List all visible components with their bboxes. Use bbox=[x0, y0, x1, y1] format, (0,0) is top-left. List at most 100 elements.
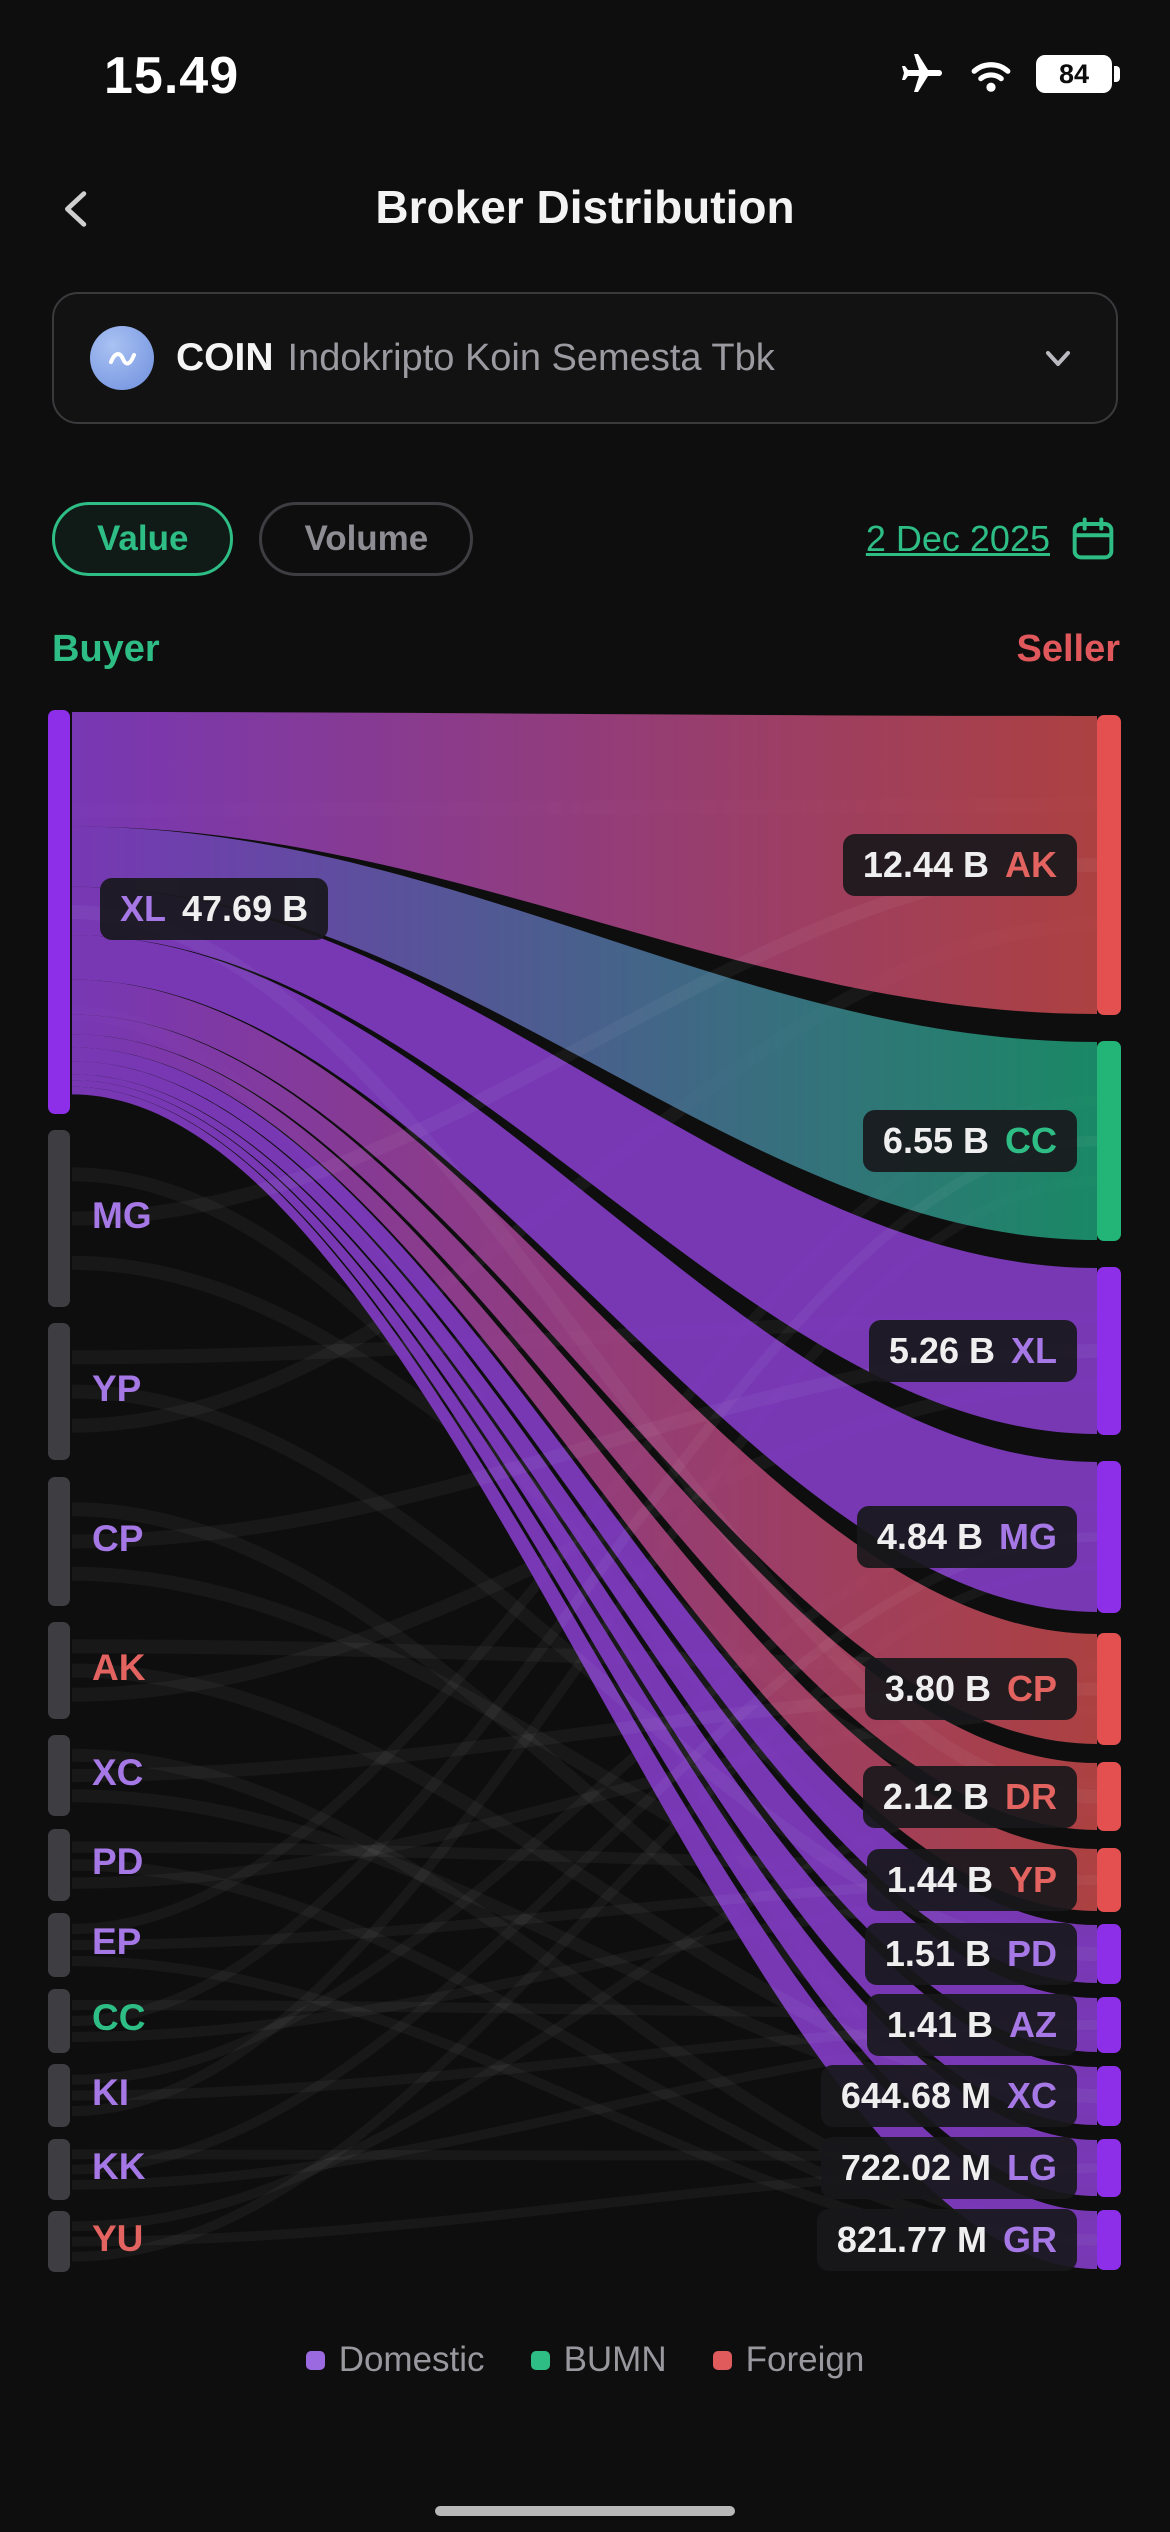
buyer-label-cc: CC bbox=[92, 1997, 146, 2038]
buyer-label-ki: KI bbox=[92, 2071, 129, 2113]
buyer-column-label: Buyer bbox=[52, 628, 160, 670]
seller-node-ak[interactable] bbox=[1097, 715, 1121, 1015]
seller-chip-lg[interactable]: 722.02 M LG bbox=[820, 2137, 1077, 2199]
seller-code: GR bbox=[1003, 2219, 1057, 2260]
seller-value: 1.41 B bbox=[886, 2004, 993, 2045]
clock: 15.49 bbox=[104, 47, 240, 105]
buyer-node-xc[interactable] bbox=[48, 1735, 70, 1816]
seller-chip-xc[interactable]: 644.68 M XC bbox=[820, 2065, 1077, 2127]
seller-node-pd[interactable] bbox=[1097, 1924, 1121, 1984]
seller-node-lg[interactable] bbox=[1097, 2139, 1121, 2197]
seller-chip-ak[interactable]: 12.44 B AK bbox=[842, 834, 1077, 896]
chevron-down-icon bbox=[1046, 351, 1070, 366]
seller-node-cp[interactable] bbox=[1097, 1633, 1121, 1745]
seller-code: PD bbox=[1006, 1933, 1057, 1974]
seller-node-yp[interactable] bbox=[1097, 1848, 1121, 1912]
seller-code: AK bbox=[1005, 844, 1057, 885]
page-title: Broker Distribution bbox=[375, 181, 795, 233]
seller-code: XL bbox=[1010, 1330, 1057, 1371]
header: Broker Distribution bbox=[0, 178, 1170, 242]
buyer-node-cp[interactable] bbox=[48, 1477, 70, 1606]
buyer-label-yu: YU bbox=[92, 2217, 144, 2259]
seller-node-mg[interactable] bbox=[1097, 1461, 1121, 1613]
buyer-node-kk[interactable] bbox=[48, 2139, 70, 2200]
buyer-node-ep[interactable] bbox=[48, 1913, 70, 1977]
seller-chip-cc[interactable]: 6.55 B CC bbox=[862, 1110, 1077, 1172]
chevron-left-icon bbox=[65, 190, 87, 227]
seller-node-xc[interactable] bbox=[1097, 2066, 1121, 2126]
buyer-label-yp: YP bbox=[92, 1367, 142, 1409]
buyer-node-yp[interactable] bbox=[48, 1323, 70, 1460]
seller-code: XC bbox=[1006, 2075, 1057, 2116]
seller-code: YP bbox=[1008, 1859, 1057, 1900]
seller-code: MG bbox=[999, 1516, 1057, 1557]
buyer-label-cp: CP bbox=[92, 1517, 144, 1559]
buyer-label-ak: AK bbox=[92, 1646, 146, 1688]
home-indicator bbox=[435, 2506, 735, 2516]
seller-chip-mg[interactable]: 4.84 B MG bbox=[856, 1506, 1077, 1568]
legend-label: BUMN bbox=[563, 2340, 667, 2379]
seller-node-az[interactable] bbox=[1097, 1997, 1121, 2053]
legend-item-foreign: Foreign bbox=[712, 2340, 864, 2380]
wifi-icon bbox=[971, 62, 1011, 92]
wave-icon bbox=[109, 352, 136, 366]
volume-tab[interactable]: Volume bbox=[259, 502, 474, 576]
seller-chip-pd[interactable]: 1.51 B PD bbox=[864, 1923, 1077, 1985]
calendar-icon[interactable] bbox=[1068, 514, 1118, 564]
status-bar: 15.49 84 bbox=[0, 40, 1170, 110]
seller-node-cc[interactable] bbox=[1097, 1041, 1121, 1241]
seller-value: 821.77 M bbox=[836, 2219, 987, 2260]
seller-value: 2.12 B bbox=[882, 1775, 989, 1817]
seller-value: 12.44 B bbox=[862, 844, 989, 885]
buyer-node-pd[interactable] bbox=[48, 1829, 70, 1901]
seller-node-xl[interactable] bbox=[1097, 1267, 1121, 1435]
legend: Domestic BUMN Foreign bbox=[0, 2340, 1170, 2380]
buyer-node-yu[interactable] bbox=[48, 2211, 70, 2272]
value-tab[interactable]: Value bbox=[52, 502, 234, 576]
seller-node-gr[interactable] bbox=[1097, 2210, 1121, 2270]
buyer-label-kk: KK bbox=[92, 2145, 146, 2187]
seller-chip-dr[interactable]: 2.12 B DR bbox=[862, 1765, 1077, 1828]
seller-code: AZ bbox=[1009, 2004, 1057, 2045]
seller-chip-gr[interactable]: 821.77 M GR bbox=[816, 2209, 1077, 2271]
seller-code: DR bbox=[1005, 1775, 1057, 1817]
buyer-node-xl[interactable] bbox=[48, 710, 70, 1114]
seller-value: 6.55 B bbox=[882, 1120, 989, 1161]
legend-item-bumn: BUMN bbox=[530, 2340, 667, 2380]
seller-chip-cp[interactable]: 3.80 B CP bbox=[864, 1658, 1077, 1720]
seller-column-label: Seller bbox=[1016, 628, 1120, 670]
seller-chip-yp[interactable]: 1.44 B YP bbox=[866, 1849, 1077, 1911]
legend-dot-domestic bbox=[305, 2350, 325, 2370]
column-labels: Buyer Seller bbox=[52, 628, 1120, 671]
seller-value: 4.84 B bbox=[876, 1516, 983, 1557]
date-link[interactable]: 2 Dec 2025 bbox=[865, 518, 1050, 559]
seller-value: 722.02 M bbox=[840, 2147, 991, 2188]
buyer-node-ak[interactable] bbox=[48, 1622, 70, 1719]
buyer-chip-xl[interactable]: XL 47.69 B bbox=[100, 878, 329, 940]
back-button[interactable] bbox=[50, 182, 106, 238]
seller-value: 1.51 B bbox=[884, 1933, 991, 1974]
buyer-node-mg[interactable] bbox=[48, 1130, 70, 1307]
date-picker[interactable]: 2 Dec 2025 bbox=[866, 514, 1118, 564]
buyer-value: 47.69 B bbox=[182, 888, 309, 929]
controls-row: Value Volume 2 Dec 2025 bbox=[52, 500, 1118, 578]
stock-selector[interactable]: COIN Indokripto Koin Semesta Tbk bbox=[52, 292, 1118, 424]
buyer-node-cc[interactable] bbox=[48, 1989, 70, 2053]
seller-value: 5.26 B bbox=[888, 1330, 995, 1371]
status-icons: 84 bbox=[898, 50, 1120, 98]
airplane-mode-icon bbox=[902, 54, 942, 92]
seller-code: CC bbox=[1005, 1120, 1057, 1161]
seller-chip-xl[interactable]: 5.26 B XL bbox=[868, 1320, 1077, 1382]
buyer-node-ki[interactable] bbox=[48, 2064, 70, 2127]
stock-symbol: COIN bbox=[176, 336, 274, 379]
seller-node-dr[interactable] bbox=[1097, 1762, 1121, 1831]
seller-code: CP bbox=[1006, 1668, 1057, 1709]
legend-dot-foreign bbox=[712, 2350, 732, 2370]
legend-label: Domestic bbox=[338, 2340, 485, 2379]
seller-chip-az[interactable]: 1.41 B AZ bbox=[866, 1994, 1077, 2056]
buyer-label-xc: XC bbox=[92, 1751, 144, 1793]
legend-item-domestic: Domestic bbox=[305, 2340, 485, 2380]
buyer-label-ep: EP bbox=[92, 1921, 142, 1962]
seller-value: 3.80 B bbox=[884, 1668, 991, 1709]
